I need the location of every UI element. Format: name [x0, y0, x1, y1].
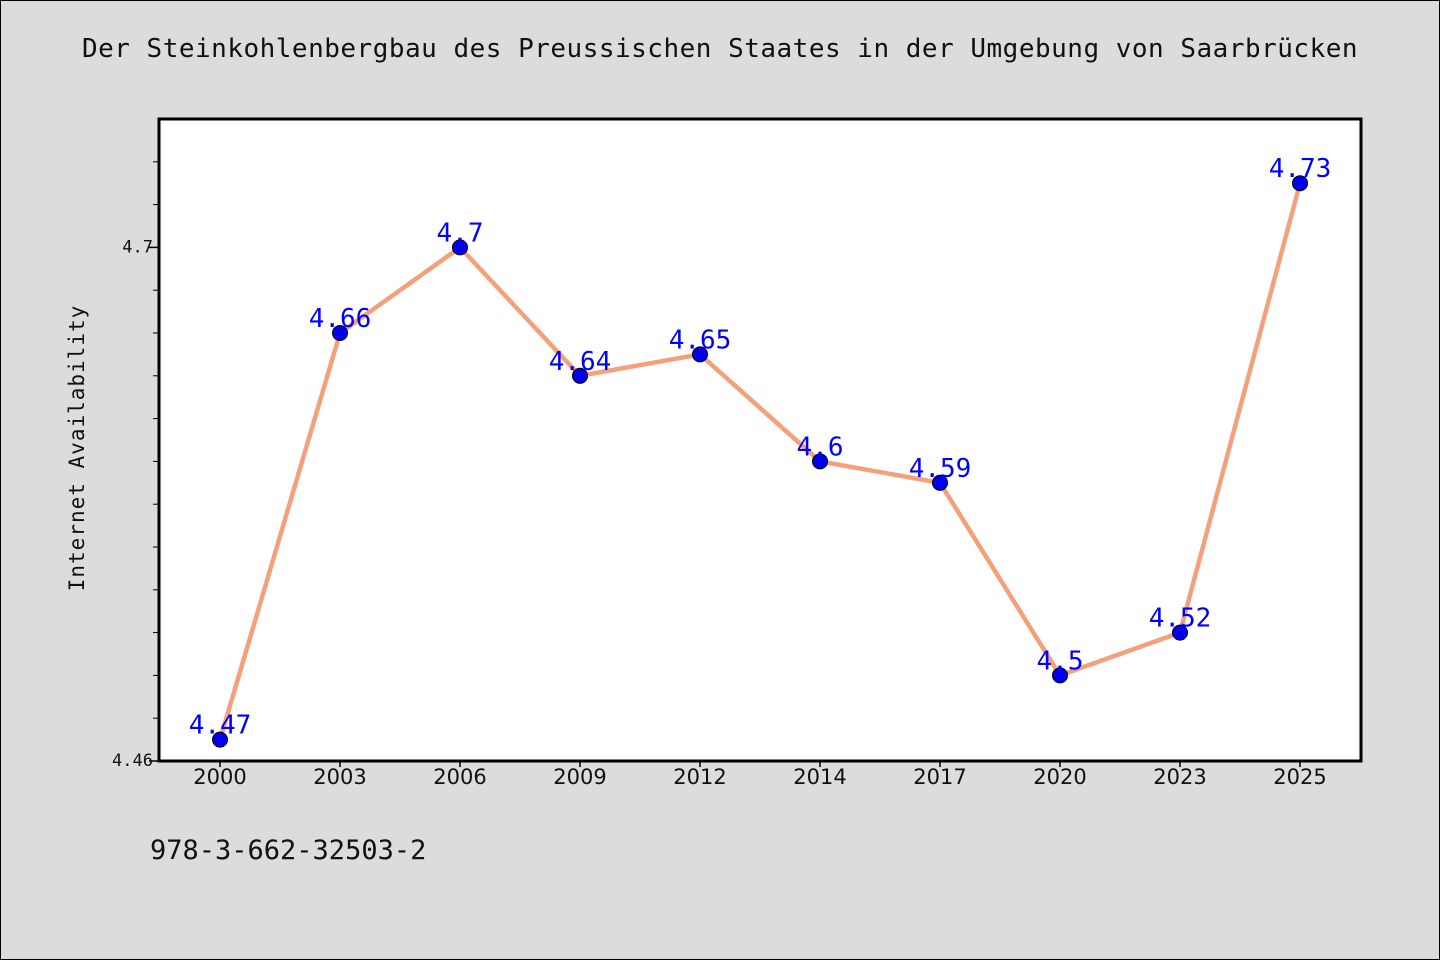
- x-tick-label: 2000: [193, 765, 246, 789]
- x-tick-label: 2009: [553, 765, 606, 789]
- x-axis: 2000 2003 2006 2009 2012 2014 2017 2020 2023 2025: [193, 761, 1327, 789]
- data-point: [932, 474, 948, 491]
- y-tick-label: 4.7: [122, 237, 153, 257]
- data-point: [452, 239, 468, 256]
- x-tick-label: 2012: [673, 765, 726, 789]
- data-labels-group: 4.47 4.66 4.7 4.64 4.65 4.6 4.59 4.5 4.52 4.73: [189, 154, 1332, 740]
- x-tick-label: 2020: [1033, 765, 1086, 789]
- x-tick-label: 2006: [433, 765, 486, 789]
- x-tick-label: 2003: [313, 765, 366, 789]
- data-label: 4.7: [437, 218, 484, 248]
- isbn-text: 978-3-662-32503-2: [150, 835, 427, 866]
- series-line: [217, 180, 1303, 742]
- data-point: [572, 367, 588, 384]
- plot-area: [157, 117, 1363, 763]
- data-point: [1052, 667, 1068, 684]
- data-label: 4.47: [189, 711, 252, 741]
- series-line-group: [217, 180, 1303, 742]
- chart-title: Der Steinkohlenbergbau des Preussischen …: [81, 34, 1359, 64]
- series-points-group: [212, 175, 1308, 748]
- y-axis-label: Internet Availability: [65, 305, 89, 592]
- data-label: 4.73: [1269, 154, 1332, 184]
- x-tick-label: 2025: [1273, 765, 1326, 789]
- data-label: 4.65: [669, 325, 732, 355]
- y-tick-label: 4.46: [112, 751, 153, 771]
- data-point: [812, 453, 828, 470]
- x-tick-label: 2017: [913, 765, 966, 789]
- data-point: [212, 731, 228, 748]
- data-label: 4.59: [909, 454, 972, 484]
- data-point: [1172, 624, 1188, 641]
- data-label: 4.5: [1037, 646, 1084, 676]
- data-label: 4.64: [549, 347, 612, 377]
- data-label: 4.66: [309, 304, 372, 334]
- data-label: 4.6: [797, 432, 844, 462]
- y-axis: 4.46 4.7: [112, 161, 159, 771]
- x-tick-label: 2014: [793, 765, 846, 789]
- data-point: [1292, 175, 1308, 192]
- data-label: 4.52: [1149, 604, 1212, 634]
- data-point: [332, 325, 348, 341]
- data-point: [692, 346, 708, 363]
- x-tick-label: 2023: [1153, 765, 1206, 789]
